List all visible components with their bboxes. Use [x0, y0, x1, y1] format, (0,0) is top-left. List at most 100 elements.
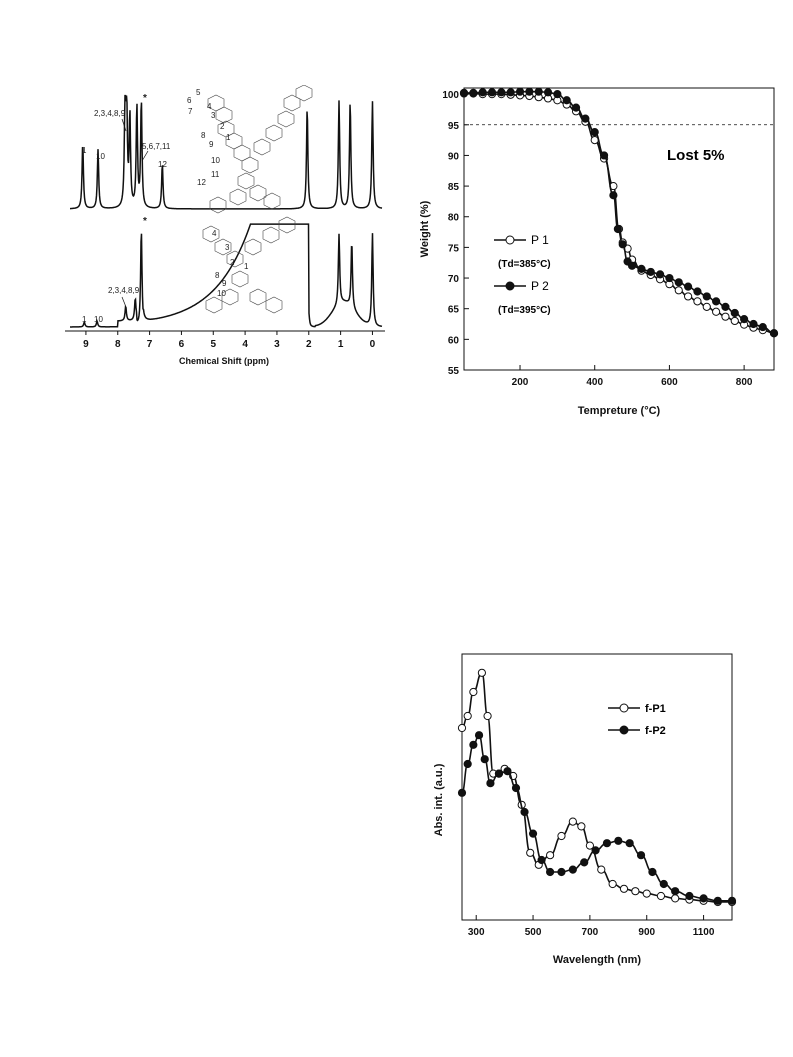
nmr-x-axis-title: Chemical Shift (ppm) — [179, 356, 269, 366]
nmr-x-tick-label: 1 — [338, 339, 344, 350]
tga-series-2-point — [730, 308, 739, 318]
svg-text:1: 1 — [244, 262, 249, 271]
abs-x-tick-label: 300 — [468, 927, 485, 938]
structure-drawing-bottom — [202, 216, 296, 314]
abs-series-2-point — [457, 788, 467, 797]
tga-y-tick-label: 60 — [448, 335, 460, 346]
abs-legend-fp1: f-P1 — [645, 703, 666, 715]
nmr-x-tick-label: 6 — [179, 339, 185, 350]
nmr-top-label-1: 1 — [82, 146, 87, 155]
tga-x-axis-title: Tempreture (°C) — [578, 405, 661, 417]
nmr-x-tick-label: 7 — [147, 339, 153, 350]
tga-series-1-point — [693, 297, 702, 306]
tga-series-2-point — [674, 278, 683, 287]
tga-figure: 200 400 600 800 55 60 65 70 75 80 85 90 95 100 Lost 5… — [419, 87, 779, 417]
abs-series-1-point — [631, 887, 640, 896]
svg-text:11: 11 — [211, 170, 220, 179]
abs-series-2-point — [602, 839, 612, 848]
tga-y-tick-label: 85 — [448, 182, 460, 193]
abs-ticks: 300 500 700 900 1100 — [468, 915, 715, 938]
abs-series-1-point — [568, 817, 577, 826]
abs-series-1-point — [557, 831, 566, 841]
svg-text:2: 2 — [220, 122, 225, 131]
nmr-top-arrow-2 — [141, 150, 149, 162]
abs-series-2-point — [580, 858, 589, 867]
tga-series-2-point — [655, 270, 665, 279]
tga-series-2-point — [478, 88, 487, 97]
svg-text:3: 3 — [211, 111, 216, 120]
svg-text:10: 10 — [211, 156, 220, 165]
nmr-bot-label-1: 1 — [82, 315, 87, 324]
nmr-top-label-12: 12 — [158, 160, 167, 169]
abs-series-1-point — [642, 889, 651, 898]
structure-numbers-bottom: 4 3 2 1 8 9 10 — [212, 229, 249, 298]
abs-series-2-point — [474, 731, 484, 740]
tga-series-2-point — [609, 191, 618, 200]
nmr-x-tick-label: 9 — [83, 339, 89, 350]
nmr-x-tick-label: 5 — [210, 339, 216, 350]
nmr-top-label-56711: 5,6,7,11 — [142, 142, 171, 151]
tga-series-2-point — [581, 114, 590, 123]
abs-series-1-point — [619, 884, 629, 893]
svg-text:4: 4 — [212, 229, 217, 238]
tga-legend-p1: P 1 — [531, 233, 549, 247]
svg-text:12: 12 — [197, 178, 206, 187]
abs-series-1-point — [656, 891, 666, 901]
svg-text:8: 8 — [201, 131, 206, 140]
abs-series-1-point — [671, 894, 680, 903]
tga-annotation: Lost 5% — [667, 147, 725, 164]
abs-series-1-point — [546, 851, 555, 860]
tga-series-2-point — [571, 103, 581, 112]
svg-text:7: 7 — [188, 107, 193, 116]
tga-y-tick-label: 55 — [448, 366, 460, 377]
tga-series-2-point — [758, 322, 767, 332]
tga-series-2-point — [497, 88, 506, 97]
abs-series-2-point — [528, 829, 538, 838]
tga-series-2-point — [553, 90, 562, 99]
tga-legend-p2-td: (Td=395°C) — [498, 305, 551, 316]
tga-y-axis-title: Weight (%) — [419, 200, 431, 257]
nmr-x-tick-label: 3 — [274, 339, 280, 350]
tga-y-tick-label: 70 — [448, 274, 460, 285]
abs-series-2-point — [659, 879, 668, 889]
abs-series-2-point — [614, 836, 623, 845]
abs-series-2-point — [486, 779, 495, 788]
tga-legend: P 1 (Td=385°C) P 2 (Td=395°C) — [494, 233, 551, 316]
abs-x-tick-label: 900 — [638, 927, 655, 938]
abs-series-2-point — [648, 867, 657, 877]
tga-series-2-point — [693, 287, 702, 296]
abs-series-1-line — [461, 671, 732, 903]
abs-legend-fp2: f-P2 — [645, 725, 666, 737]
svg-text:9: 9 — [209, 140, 214, 149]
tga-series-2-line — [464, 90, 775, 335]
abs-series-2-point — [511, 783, 521, 793]
abs-series-1-point — [608, 879, 617, 889]
tga-x-tick-label: 800 — [736, 377, 753, 388]
nmr-top-label-10: 10 — [96, 152, 105, 161]
svg-text:6: 6 — [187, 96, 192, 105]
tga-series-2-point — [525, 87, 534, 96]
nmr-trace-bottom — [70, 223, 383, 328]
abs-series-1-point — [483, 711, 492, 721]
svg-text:4: 4 — [207, 102, 212, 111]
tga-series-2-point — [590, 128, 599, 137]
abs-y-axis-title: Abs. int. (a.u.) — [433, 763, 445, 836]
nmr-bot-star: * — [143, 216, 147, 227]
tga-series-2-point — [613, 224, 622, 234]
abs-series-1-point — [457, 723, 467, 733]
abs-series-2-point — [463, 759, 472, 769]
abs-series-2-point — [469, 740, 478, 749]
tga-series-2-point — [534, 87, 543, 96]
tga-series-2-point — [665, 273, 674, 283]
abs-series-2-point — [503, 767, 512, 776]
tga-series-2-point — [769, 329, 779, 338]
nmr-x-tick-label: 4 — [242, 339, 248, 350]
tga-y-tick-label: 75 — [448, 243, 460, 254]
tga-series-1-point — [730, 316, 739, 326]
svg-text:2: 2 — [230, 258, 235, 267]
abs-series-1-point — [597, 865, 606, 874]
abs-series-2-point — [537, 855, 546, 865]
abs-series-2-point — [546, 867, 555, 877]
tga-series-2-point — [740, 315, 749, 324]
tga-legend-p2: P 2 — [531, 279, 549, 293]
